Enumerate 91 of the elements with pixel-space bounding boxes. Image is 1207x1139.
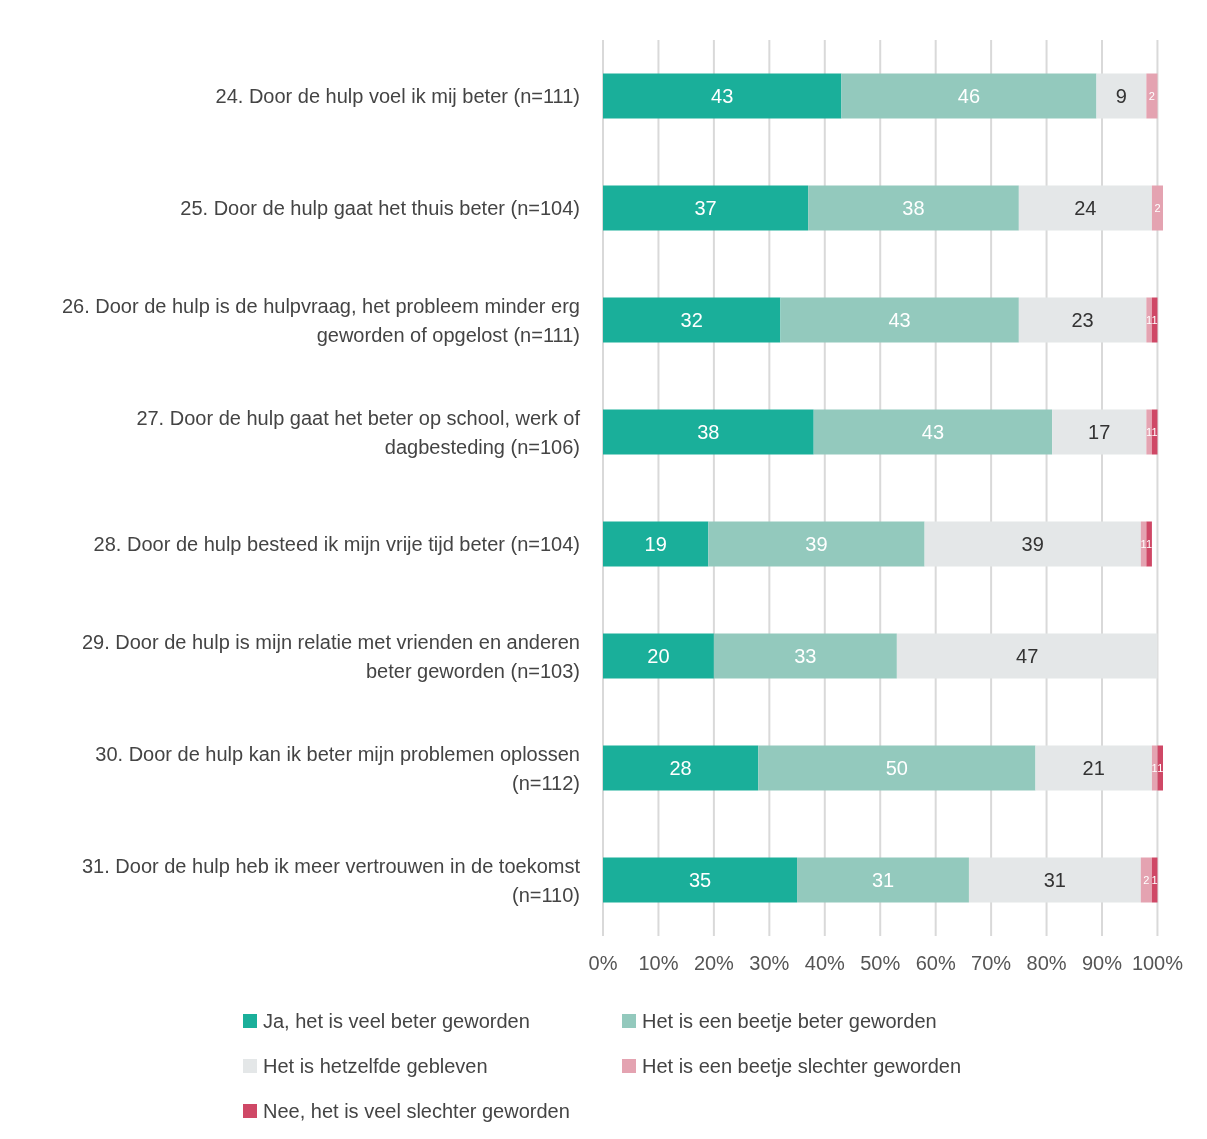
- data-label: 39: [1021, 533, 1044, 555]
- y-tick-label: 29. Door de hulp is mijn relatie met vrienden en anderen beter geworden (n=103): [81, 630, 580, 682]
- y-tick-label: 30. Door de hulp kan ik beter mijn problemen oplossen (n=112): [95, 742, 580, 794]
- bar: [603, 857, 798, 903]
- data-label: 46: [957, 85, 981, 107]
- bar: [813, 409, 1053, 455]
- data-label: 32: [680, 309, 703, 331]
- bar: [603, 409, 814, 455]
- data-label: 1: [1146, 537, 1153, 550]
- data-label: 1: [1151, 873, 1158, 886]
- bar: [1146, 409, 1152, 455]
- data-label: 31: [1043, 869, 1067, 891]
- data-label: 1: [1146, 313, 1153, 326]
- x-tick-label: 10%: [638, 952, 679, 974]
- x-tick-label: 50%: [860, 952, 901, 974]
- bar: [1157, 745, 1163, 791]
- bar: [797, 857, 969, 903]
- bar: [780, 297, 1019, 343]
- data-label: 9: [1115, 85, 1127, 107]
- x-tick-label: 90%: [1081, 952, 1123, 974]
- data-label: 1: [1151, 313, 1158, 326]
- bar: [1035, 745, 1152, 791]
- data-label: 2: [1143, 873, 1150, 886]
- data-label: 31: [871, 869, 895, 891]
- legend-label: Het is hetzelfde gebleven: [263, 1055, 488, 1077]
- bar: [1146, 521, 1152, 567]
- legend-label: Ja, het is veel beter geworden: [263, 1010, 530, 1032]
- data-label: 23: [1071, 309, 1094, 331]
- bar: [603, 745, 759, 791]
- data-label: 35: [688, 869, 712, 891]
- bar: [603, 73, 842, 119]
- x-tick-label: 70%: [971, 952, 1012, 974]
- data-label: 38: [697, 421, 720, 443]
- bar: [708, 521, 925, 567]
- bar: [896, 633, 1158, 679]
- data-label: 47: [1016, 645, 1039, 667]
- data-label: 2: [1154, 201, 1161, 214]
- data-label: 33: [794, 645, 817, 667]
- data-label: 50: [885, 757, 908, 779]
- bar: [924, 521, 1141, 567]
- data-label: 43: [921, 421, 945, 443]
- y-tick-label: 28. Door de hulp besteed ik mijn vrije tijd beter (n=104): [93, 533, 580, 555]
- bar: [603, 633, 714, 679]
- bar: [1096, 73, 1147, 119]
- data-label: 38: [902, 197, 925, 219]
- data-label: 43: [888, 309, 911, 331]
- data-label: 2: [1148, 89, 1155, 102]
- bar: [841, 73, 1097, 119]
- bar: [808, 185, 1019, 231]
- y-tick-label: 31. Door de hulp heb ik meer vertrouwen in de toekomst (n=110): [81, 854, 581, 906]
- bar: [1151, 185, 1163, 231]
- bar: [1140, 857, 1152, 903]
- bar: [1018, 297, 1147, 343]
- bar: [603, 297, 781, 343]
- data-label: 1: [1157, 761, 1164, 774]
- bar: [1018, 185, 1152, 231]
- data-label: 37: [694, 197, 717, 219]
- data-label: 20: [647, 645, 670, 667]
- y-tick-label: 27. Door de hulp gaat het beter op school, werk of dagbesteding (n=106): [136, 406, 581, 458]
- bar: [1052, 409, 1147, 455]
- y-tick-label: 26. Door de hulp is de hulpvraag, het probleem minder erg geworden of opgelost (n=111): [61, 294, 580, 346]
- legend-label: Het is een beetje slechter geworden: [642, 1055, 962, 1077]
- data-label: 43: [711, 85, 734, 107]
- x-tick-label: 40%: [804, 952, 846, 974]
- data-label: 1: [1146, 425, 1153, 438]
- y-tick-label: 24. Door de hulp voel ik mij beter (n=111): [215, 85, 580, 107]
- bar: [968, 857, 1141, 903]
- x-tick-label: 30%: [749, 952, 790, 974]
- bar: [603, 185, 809, 231]
- data-label: 39: [805, 533, 828, 555]
- x-tick-label: 100%: [1131, 952, 1184, 974]
- y-tick-label: 25. Door de hulp gaat het thuis beter (n=104): [180, 197, 580, 219]
- data-label: 21: [1082, 757, 1105, 779]
- bar: [603, 521, 709, 567]
- x-tick-label: 80%: [1026, 952, 1067, 974]
- data-label: 1: [1151, 425, 1158, 438]
- data-label: 1: [1140, 537, 1147, 550]
- data-label: 24: [1074, 197, 1097, 219]
- data-label: 1: [1151, 761, 1158, 774]
- x-tick-label: 0%: [588, 952, 618, 974]
- bar: [713, 633, 897, 679]
- bar: [1146, 73, 1158, 119]
- bar: [1146, 297, 1152, 343]
- data-label: 28: [669, 757, 692, 779]
- legend-label: Nee, het is veel slechter geworden: [263, 1100, 570, 1122]
- data-label: 17: [1088, 421, 1111, 443]
- legend-label: Het is een beetje beter geworden: [642, 1010, 937, 1032]
- x-tick-label: 60%: [915, 952, 956, 974]
- data-label: 19: [644, 533, 667, 555]
- bar: [758, 745, 1036, 791]
- x-tick-label: 20%: [693, 952, 735, 974]
